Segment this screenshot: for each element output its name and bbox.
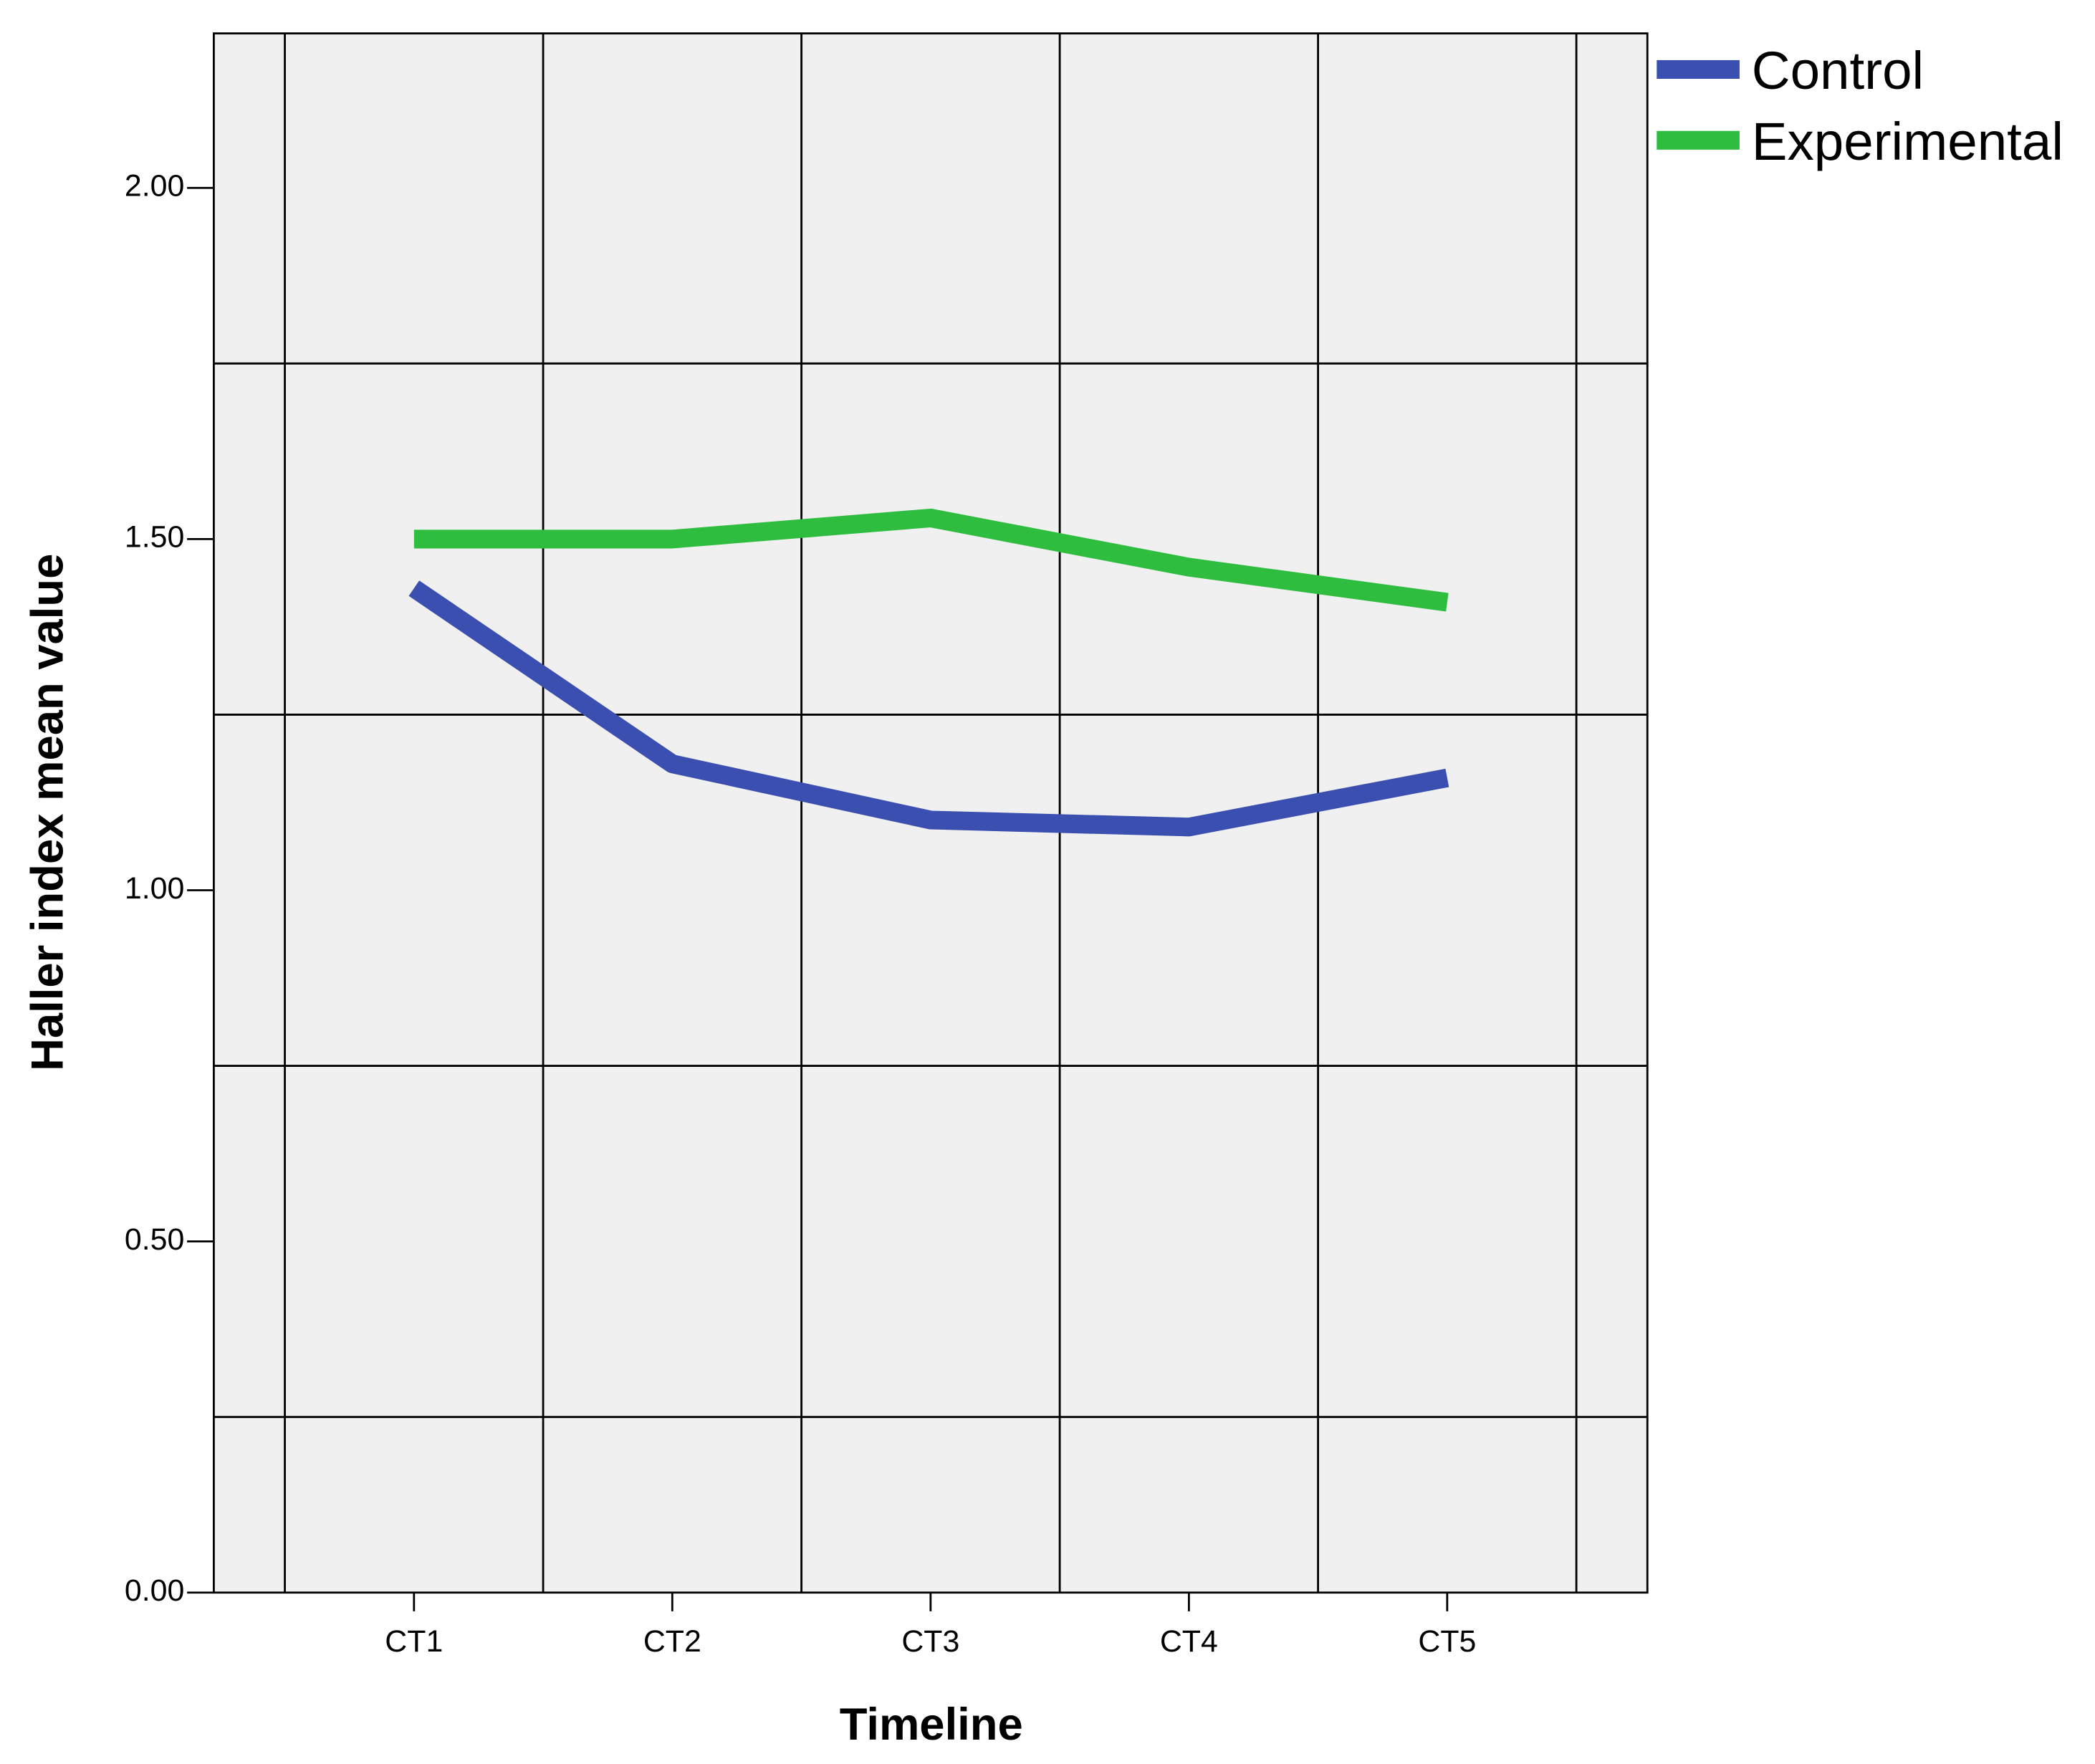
- legend-label: Control: [1752, 40, 1924, 100]
- line-series: [408, 580, 1449, 837]
- y-tick-label: 2.00: [125, 169, 184, 203]
- legend-swatch: [1657, 130, 1740, 150]
- x-tick-label: CT5: [1418, 1624, 1476, 1659]
- y-tick-label: 0.00: [125, 1573, 184, 1608]
- line-series: [413, 508, 1449, 612]
- y-tick-label: 1.50: [125, 520, 184, 555]
- x-tick-label: CT1: [385, 1624, 443, 1659]
- legend-label: Experimental: [1752, 111, 2063, 171]
- y-tick-label: 1.00: [125, 871, 184, 906]
- x-tick-label: CT3: [901, 1624, 959, 1659]
- legend-swatch: [1657, 59, 1740, 80]
- x-tick-label: CT2: [643, 1624, 701, 1659]
- y-tick-label: 0.50: [125, 1222, 184, 1257]
- x-axis-title: Timeline: [840, 1700, 1023, 1750]
- y-axis-title: Haller index mean value: [23, 554, 73, 1071]
- x-tick-label: CT4: [1160, 1624, 1218, 1659]
